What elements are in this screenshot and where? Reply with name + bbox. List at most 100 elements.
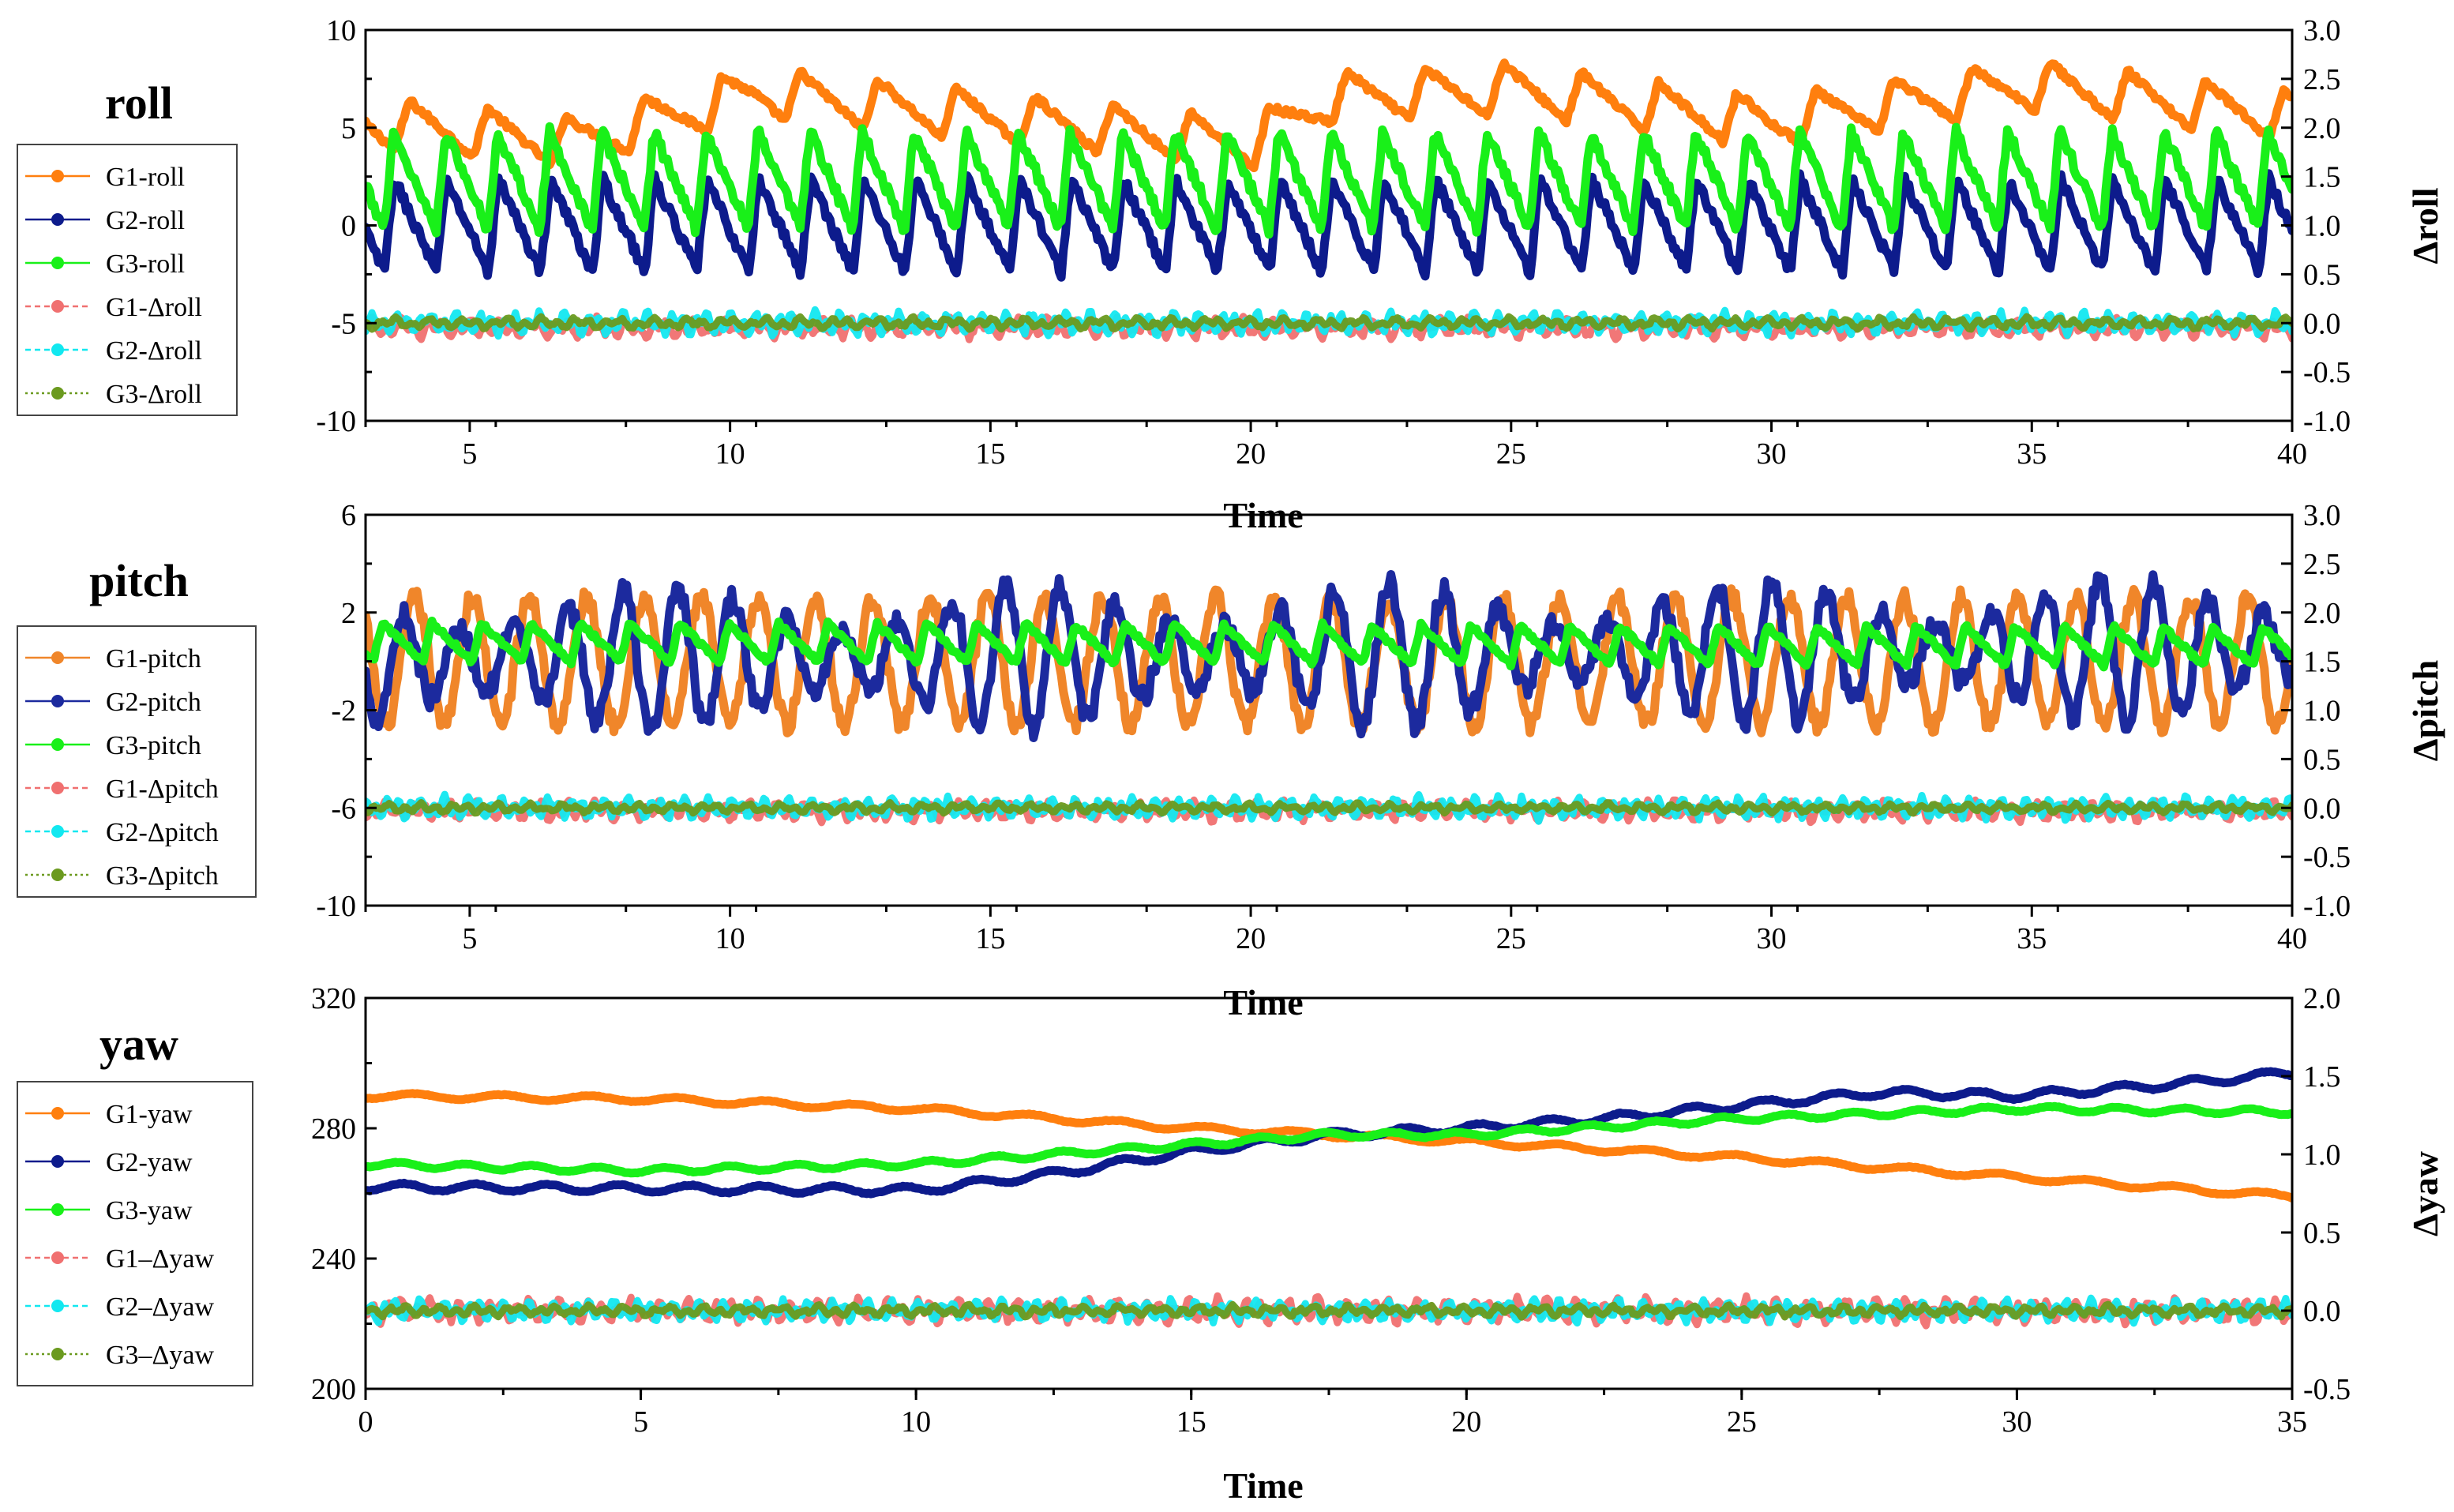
yaw-legend: G1-yaw G2-yaw G3-yaw G1–Δyaw G2–Δyaw G3–Δyaw (17, 1081, 253, 1386)
roll-legend-label: G1-Δroll (106, 293, 202, 322)
pitch-x-tick-label: 20 (1236, 922, 1266, 955)
yaw-legend-label: G2-yaw (106, 1148, 193, 1177)
yaw-plot-lines (366, 1067, 2292, 1330)
roll-right-tick-label: 1.0 (2303, 210, 2341, 243)
pitch-legend-marker (51, 738, 64, 751)
yaw-x-tick-label: 25 (1727, 1405, 1757, 1439)
pitch-legend-marker (51, 825, 64, 838)
pitch-legend-label: G2-pitch (106, 688, 201, 717)
roll-right-tick-label: 0.5 (2303, 258, 2341, 291)
yaw-left-tick-label: 240 (311, 1243, 356, 1276)
yaw-series-6-line (366, 1300, 2292, 1321)
yaw-right-tick-label: -0.5 (2303, 1373, 2351, 1406)
pitch-x-tick-label: 10 (715, 922, 745, 955)
pitch-right-tick-label: -1.0 (2303, 890, 2351, 923)
yaw-x-tick-label: 30 (2002, 1405, 2032, 1439)
yaw-legend-label: G3–Δyaw (106, 1341, 215, 1370)
roll-legend-box (17, 144, 238, 416)
roll-right-axis-title: Δroll (2405, 188, 2445, 265)
roll-right-tick-label: 2.5 (2303, 63, 2341, 96)
roll-legend: G1-roll G2-roll G3-roll G1-Δroll G2-Δroll G3-… (17, 144, 238, 416)
yaw-legend-label: G1-yaw (106, 1100, 193, 1129)
yaw-right-tick-label: 0.5 (2303, 1217, 2341, 1250)
yaw-panel-title: yaw (99, 1019, 178, 1070)
roll-legend-marker (51, 257, 64, 269)
yaw-legend-marker (51, 1107, 64, 1120)
roll-right-axis: 3.0 2.5 2.0 1.5 1.0 0.5 0.0 -0.5 -1.0 (2281, 14, 2351, 438)
yaw-x-axis-title: Time (1223, 1465, 1303, 1506)
pitch-plot-lines (366, 570, 2292, 827)
pitch-right-tick-label: 0.5 (2303, 743, 2341, 776)
pitch-legend: G1-pitch G2-pitch G3-pitch G1-Δpitch G2-Δpit… (17, 625, 257, 898)
pitch-left-axis: 6 2 -2 -6 -10 (316, 499, 377, 923)
pitch-legend-label: G1-Δpitch (106, 775, 219, 804)
roll-legend-label: G3-roll (106, 249, 185, 279)
pitch-right-tick-label: 2.5 (2303, 548, 2341, 581)
panel-yaw: 320 280 240 200 2.0 1.5 1.0 0.5 0.0 -0.5 0 5 10 15 2… (17, 982, 2445, 1506)
roll-left-tick-label: 10 (326, 14, 356, 47)
roll-right-tick-label: 1.5 (2303, 161, 2341, 194)
roll-x-tick-label: 15 (975, 437, 1005, 471)
yaw-x-tick-label: 0 (358, 1405, 373, 1439)
yaw-legend-marker (51, 1251, 64, 1264)
roll-x-axis: 5 10 15 20 25 30 35 40 (364, 421, 2307, 471)
pitch-legend-label: G3-pitch (106, 731, 201, 760)
yaw-series-3-line (366, 1101, 2292, 1178)
pitch-right-tick-label: 1.0 (2303, 695, 2341, 728)
yaw-legend-label: G1–Δyaw (106, 1244, 215, 1274)
yaw-legend-marker (51, 1300, 64, 1312)
yaw-right-tick-label: 0.0 (2303, 1295, 2341, 1328)
roll-legend-marker (51, 300, 64, 313)
yaw-right-tick-label: 2.0 (2303, 982, 2341, 1015)
pitch-x-axis-title: Time (1223, 982, 1303, 1022)
pitch-right-tick-label: 0.0 (2303, 792, 2341, 825)
pitch-right-tick-label: -0.5 (2303, 841, 2351, 874)
roll-left-tick-label: -10 (316, 405, 356, 438)
pitch-right-tick-label: 2.0 (2303, 597, 2341, 630)
yaw-x-tick-label: 5 (633, 1405, 648, 1439)
pitch-left-tick-label: -2 (331, 695, 356, 728)
roll-legend-label: G3-Δroll (106, 380, 202, 409)
yaw-x-tick-label: 10 (901, 1405, 931, 1439)
yaw-x-tick-label: 20 (1451, 1405, 1481, 1439)
yaw-x-tick-label: 15 (1176, 1405, 1206, 1439)
pitch-legend-marker (51, 651, 64, 664)
pitch-series-6-line (366, 799, 2292, 817)
pitch-left-tick-label: -10 (316, 890, 356, 923)
roll-legend-label: G2-Δroll (106, 336, 202, 366)
roll-left-tick-label: 5 (341, 112, 356, 145)
pitch-legend-marker (51, 782, 64, 794)
roll-left-axis: 10 5 0 -5 -10 (316, 14, 377, 438)
roll-plot-lines (366, 58, 2292, 343)
yaw-legend-label: G3-yaw (106, 1196, 193, 1225)
pitch-left-tick-label: -6 (331, 792, 356, 825)
roll-series-1-line (366, 58, 2292, 173)
roll-legend-marker (51, 387, 64, 400)
pitch-x-tick-label: 35 (2017, 922, 2047, 955)
yaw-right-tick-label: 1.0 (2303, 1139, 2341, 1172)
pitch-right-axis-title: Δpitch (2405, 660, 2445, 762)
pitch-x-axis: 5 10 15 20 25 30 35 40 (364, 906, 2307, 955)
roll-legend-marker (51, 213, 64, 226)
pitch-legend-label: G3-Δpitch (106, 861, 219, 891)
yaw-right-tick-label: 1.5 (2303, 1060, 2341, 1094)
pitch-legend-marker (51, 695, 64, 707)
roll-right-tick-label: -0.5 (2303, 356, 2351, 389)
roll-x-tick-label: 20 (1236, 437, 1266, 471)
yaw-left-tick-label: 280 (311, 1112, 356, 1146)
roll-series-6-line (366, 313, 2292, 333)
pitch-series-2-line (366, 570, 2292, 742)
yaw-legend-label: G2–Δyaw (106, 1293, 215, 1322)
pitch-x-tick-label: 5 (462, 922, 477, 955)
yaw-right-axis-title: Δyaw (2405, 1151, 2445, 1236)
yaw-series-1-line (366, 1089, 2292, 1202)
pitch-left-tick-label: 6 (341, 499, 356, 532)
roll-x-tick-label: 25 (1496, 437, 1526, 471)
roll-legend-label: G1-roll (106, 163, 185, 192)
pitch-legend-label: G2-Δpitch (106, 818, 219, 847)
roll-series-3-line (366, 122, 2292, 239)
yaw-x-tick-label: 35 (2277, 1405, 2307, 1439)
pitch-legend-marker (51, 869, 64, 881)
pitch-x-tick-label: 25 (1496, 922, 1526, 955)
roll-x-tick-label: 35 (2017, 437, 2047, 471)
